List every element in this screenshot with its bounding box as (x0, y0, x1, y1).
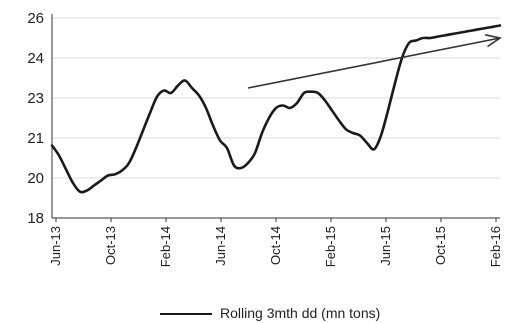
x-tick-label: Feb-16 (488, 226, 503, 267)
x-tick-label: Jun-13 (48, 226, 63, 266)
y-tick-label: 24 (27, 50, 44, 67)
y-tick-label: 26 (27, 10, 44, 27)
axes (51, 14, 500, 219)
y-tick-labels: 18 20 21 23 24 26 (27, 10, 44, 227)
annotations (247, 34, 502, 89)
trend-arrow-line (247, 37, 501, 89)
y-tick-label: 21 (27, 130, 44, 147)
x-tick-label: Feb-15 (323, 226, 338, 267)
y-tick-label: 23 (27, 90, 44, 107)
legend-label: Rolling 3mth dd (mn tons) (220, 305, 380, 321)
x-tick-label: Jun-15 (378, 226, 393, 266)
plot-area (50, 24, 502, 194)
x-tick-label: Oct-15 (433, 226, 448, 265)
trend-arrow-head (484, 34, 502, 48)
x-tick-label: Jun-14 (213, 226, 228, 266)
x-tick-label: Oct-14 (268, 226, 283, 265)
y-tick-label: 18 (27, 210, 44, 227)
grid-lines (52, 17, 500, 179)
legend: Rolling 3mth dd (mn tons) (160, 305, 380, 321)
x-tick-label: Oct-13 (103, 226, 118, 265)
y-tick-label: 20 (27, 170, 44, 187)
series-line (50, 24, 502, 194)
x-tick-label: Feb-14 (158, 226, 173, 267)
x-tick-labels: Jun-13 Oct-13 Feb-14 Jun-14 Oct-14 Feb-15 Jun-… (48, 218, 503, 267)
